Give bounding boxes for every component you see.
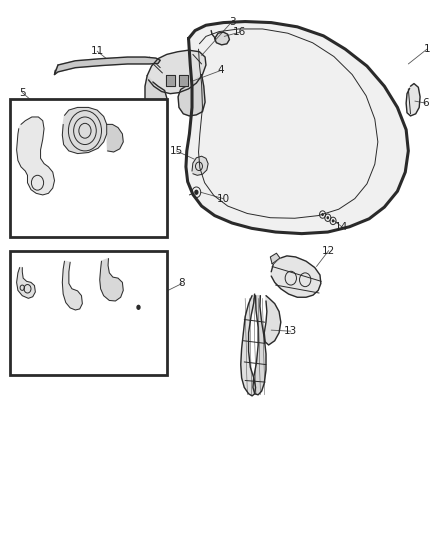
Text: 6: 6 — [422, 98, 429, 108]
Circle shape — [321, 213, 324, 216]
Polygon shape — [215, 32, 230, 45]
Text: 13: 13 — [284, 326, 297, 336]
Polygon shape — [100, 259, 123, 301]
Polygon shape — [62, 261, 82, 310]
Polygon shape — [17, 268, 35, 298]
Polygon shape — [406, 84, 420, 116]
Polygon shape — [192, 156, 208, 175]
Polygon shape — [178, 75, 205, 116]
Polygon shape — [145, 76, 167, 113]
Text: 15: 15 — [170, 146, 183, 156]
Circle shape — [326, 216, 329, 219]
Polygon shape — [241, 294, 255, 396]
Polygon shape — [166, 75, 175, 86]
Text: 8: 8 — [179, 278, 185, 288]
Polygon shape — [54, 57, 160, 75]
Polygon shape — [17, 117, 54, 195]
Polygon shape — [264, 296, 281, 345]
Text: 1: 1 — [424, 44, 431, 54]
Text: 10: 10 — [217, 193, 230, 204]
Polygon shape — [270, 253, 280, 264]
Polygon shape — [107, 124, 123, 152]
Polygon shape — [253, 296, 266, 395]
Text: 14: 14 — [335, 222, 348, 232]
Circle shape — [136, 305, 141, 310]
Text: 4: 4 — [218, 66, 225, 75]
Text: 11: 11 — [91, 46, 104, 56]
Bar — [10, 251, 167, 375]
Text: 16: 16 — [233, 27, 247, 37]
Text: 12: 12 — [322, 246, 336, 256]
Polygon shape — [271, 256, 321, 297]
Text: 5: 5 — [19, 87, 25, 98]
Polygon shape — [147, 50, 206, 94]
Text: 3: 3 — [229, 17, 235, 27]
Polygon shape — [179, 75, 187, 86]
Polygon shape — [62, 108, 107, 154]
Circle shape — [194, 190, 198, 195]
Bar — [10, 100, 167, 237]
Polygon shape — [186, 21, 408, 233]
Circle shape — [332, 219, 334, 222]
